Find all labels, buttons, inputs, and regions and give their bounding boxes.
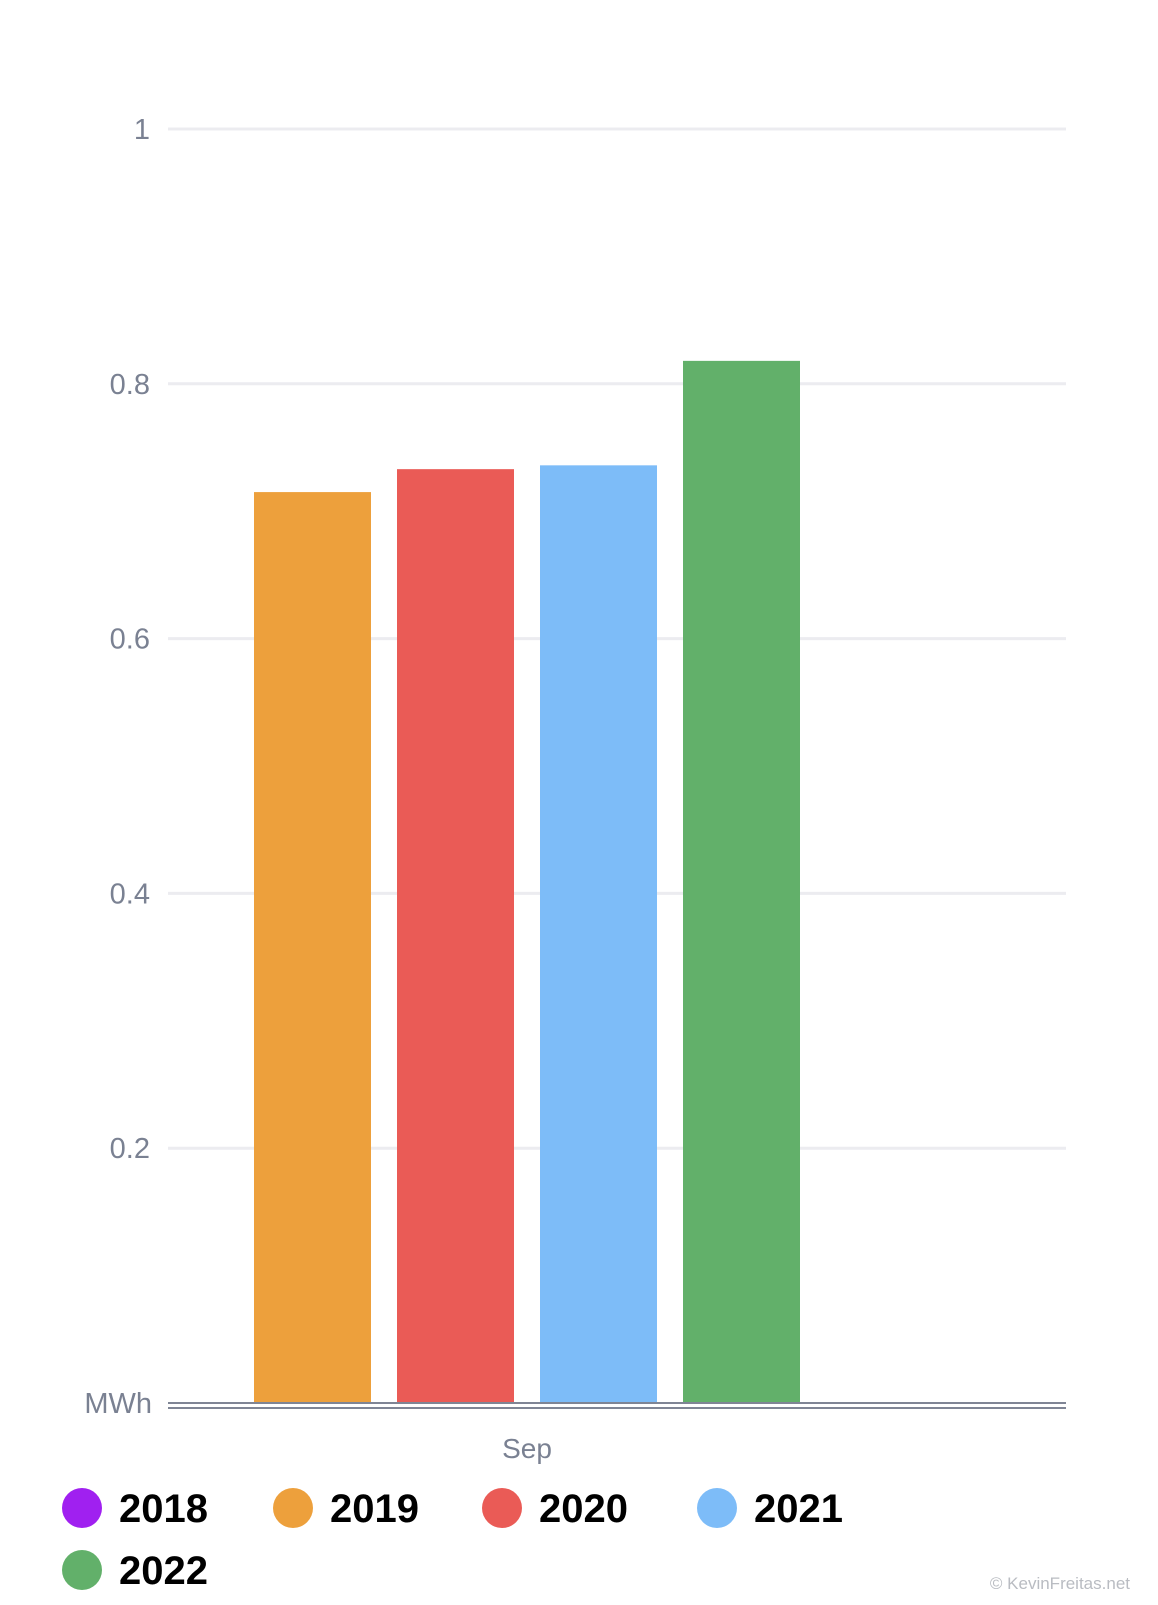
legend-label: 2020 xyxy=(539,1487,628,1531)
y-tick-label: 0.2 xyxy=(110,1133,150,1165)
bar-2021[interactable] xyxy=(540,465,657,1403)
legend-swatch xyxy=(273,1488,313,1528)
y-tick-label: 0.8 xyxy=(110,369,150,401)
bar-2019[interactable] xyxy=(254,492,371,1404)
legend-label: 2019 xyxy=(330,1487,419,1531)
bar-2022[interactable] xyxy=(683,360,800,1403)
y-tick-label: 0.4 xyxy=(110,878,150,910)
y-tick-label: 0.6 xyxy=(110,624,150,656)
bars xyxy=(254,360,800,1404)
legend-item-2020[interactable]: 2020 xyxy=(482,1487,628,1531)
legend-item-2022[interactable]: 2022 xyxy=(62,1549,208,1593)
y-axis-unit-label: MWh xyxy=(84,1388,152,1420)
legend-item-2018[interactable]: 2018 xyxy=(62,1487,208,1531)
legend-label: 2021 xyxy=(754,1487,843,1531)
legend-item-2021[interactable]: 2021 xyxy=(697,1487,843,1531)
watermark-text: © KevinFreitas.net xyxy=(989,1574,1130,1593)
y-tick-label: 1 xyxy=(134,114,150,146)
axes: 0.2 0.4 0.6 0.8 1 MWh Sep xyxy=(84,114,1066,1464)
legend-item-2019[interactable]: 2019 xyxy=(273,1487,419,1531)
bar-2020[interactable] xyxy=(397,469,514,1404)
x-tick-label: Sep xyxy=(502,1433,552,1464)
legend-swatch xyxy=(697,1488,737,1528)
legend-swatch xyxy=(62,1488,102,1528)
legend-swatch xyxy=(62,1550,102,1590)
legend-label: 2022 xyxy=(119,1549,208,1593)
legend-label: 2018 xyxy=(119,1487,208,1531)
legend: 2018 2019 2020 2021 2022 xyxy=(62,1487,843,1593)
legend-swatch xyxy=(482,1488,522,1528)
